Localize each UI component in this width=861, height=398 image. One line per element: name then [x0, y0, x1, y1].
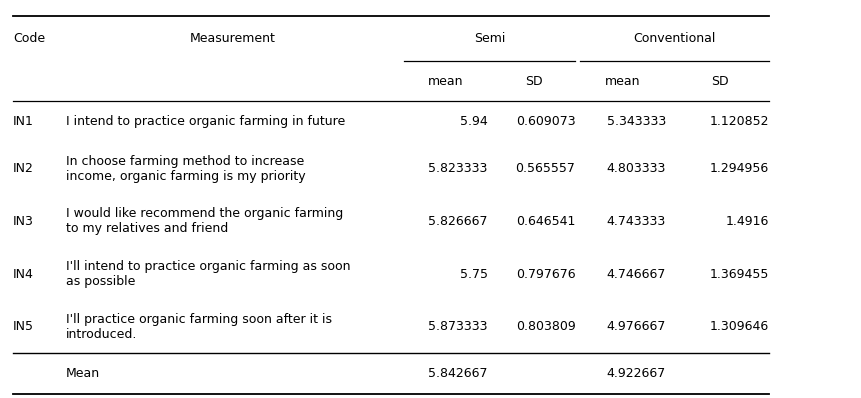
Text: 1.309646: 1.309646	[709, 320, 768, 333]
Text: 4.746667: 4.746667	[606, 267, 665, 281]
Text: I'll practice organic farming soon after it is
introduced.: I'll practice organic farming soon after…	[66, 313, 331, 341]
Text: 1.4916: 1.4916	[725, 215, 768, 228]
Text: 0.609073: 0.609073	[515, 115, 575, 129]
Text: 1.294956: 1.294956	[709, 162, 768, 175]
Text: IN1: IN1	[13, 115, 34, 129]
Text: IN2: IN2	[13, 162, 34, 175]
Text: I intend to practice organic farming in future: I intend to practice organic farming in …	[66, 115, 345, 129]
Text: 4.743333: 4.743333	[606, 215, 665, 228]
Text: 5.823333: 5.823333	[428, 162, 487, 175]
Text: mean: mean	[428, 74, 463, 88]
Text: Semi: Semi	[474, 31, 505, 45]
Text: SD: SD	[709, 74, 728, 88]
Text: 5.842667: 5.842667	[428, 367, 487, 380]
Text: I'll intend to practice organic farming as soon
as possible: I'll intend to practice organic farming …	[66, 260, 350, 288]
Text: I would like recommend the organic farming
to my relatives and friend: I would like recommend the organic farmi…	[66, 207, 343, 236]
Text: 5.75: 5.75	[459, 267, 487, 281]
Text: 4.922667: 4.922667	[606, 367, 665, 380]
Text: 0.797676: 0.797676	[515, 267, 575, 281]
Text: 0.803809: 0.803809	[515, 320, 575, 333]
Text: Mean: Mean	[66, 367, 100, 380]
Text: 4.803333: 4.803333	[606, 162, 665, 175]
Text: 4.976667: 4.976667	[606, 320, 665, 333]
Text: SD: SD	[524, 74, 542, 88]
Text: IN4: IN4	[13, 267, 34, 281]
Text: IN3: IN3	[13, 215, 34, 228]
Text: 5.94: 5.94	[459, 115, 487, 129]
Text: 1.120852: 1.120852	[709, 115, 768, 129]
Text: Code: Code	[13, 31, 45, 45]
Text: mean: mean	[604, 74, 640, 88]
Text: IN5: IN5	[13, 320, 34, 333]
Text: 5.826667: 5.826667	[428, 215, 487, 228]
Text: In choose farming method to increase
income, organic farming is my priority: In choose farming method to increase inc…	[66, 155, 306, 183]
Text: Measurement: Measurement	[189, 31, 276, 45]
Text: 0.646541: 0.646541	[516, 215, 575, 228]
Text: 5.873333: 5.873333	[428, 320, 487, 333]
Text: Conventional: Conventional	[632, 31, 715, 45]
Text: 1.369455: 1.369455	[709, 267, 768, 281]
Text: 5.343333: 5.343333	[606, 115, 665, 129]
Text: 0.565557: 0.565557	[515, 162, 575, 175]
